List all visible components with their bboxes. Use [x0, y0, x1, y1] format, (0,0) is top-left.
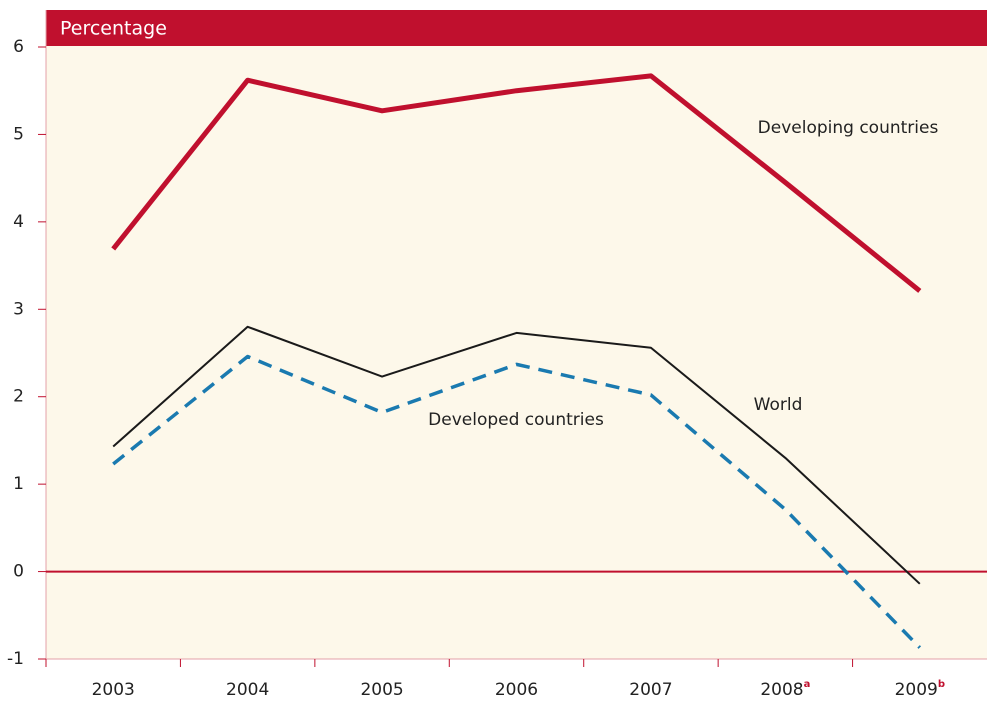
header-band	[46, 10, 987, 46]
category: 2007	[629, 680, 672, 700]
y-tick-label: 1	[13, 474, 24, 494]
x-tick-label: 2007	[629, 680, 672, 700]
y-tick-label: 3	[13, 299, 24, 319]
category: 2005	[360, 680, 403, 700]
series-line	[111, 73, 922, 293]
series-line	[112, 325, 921, 585]
x-tick-label: 2003	[92, 680, 135, 700]
y-axis-label: Percentage	[60, 18, 167, 40]
series-label: Developing countries	[758, 118, 939, 138]
category-note: a	[804, 679, 811, 690]
y-tick-label: 2	[13, 387, 24, 407]
series-label: World	[754, 395, 803, 415]
x-tick-label: 2006	[495, 680, 538, 700]
x-tick-label: 2009b	[895, 679, 945, 700]
category-note: b	[938, 679, 945, 690]
plot-background	[46, 10, 987, 659]
y-tick-label: -1	[7, 649, 24, 669]
category: 2006	[495, 680, 538, 700]
series-line	[112, 354, 922, 649]
category: 2004	[226, 680, 269, 700]
category: 2009	[895, 680, 938, 700]
series-label: Developed countries	[428, 410, 604, 430]
category: 2003	[92, 680, 135, 700]
x-tick-label: 2004	[226, 680, 269, 700]
category: 2008	[760, 680, 803, 700]
y-tick-label: 6	[13, 37, 24, 57]
y-tick-label: 5	[13, 124, 24, 144]
y-tick-label: 4	[13, 212, 24, 232]
x-tick-label: 2008a	[760, 679, 810, 700]
x-tick-label: 2005	[360, 680, 403, 700]
y-tick-label: 0	[13, 562, 24, 582]
